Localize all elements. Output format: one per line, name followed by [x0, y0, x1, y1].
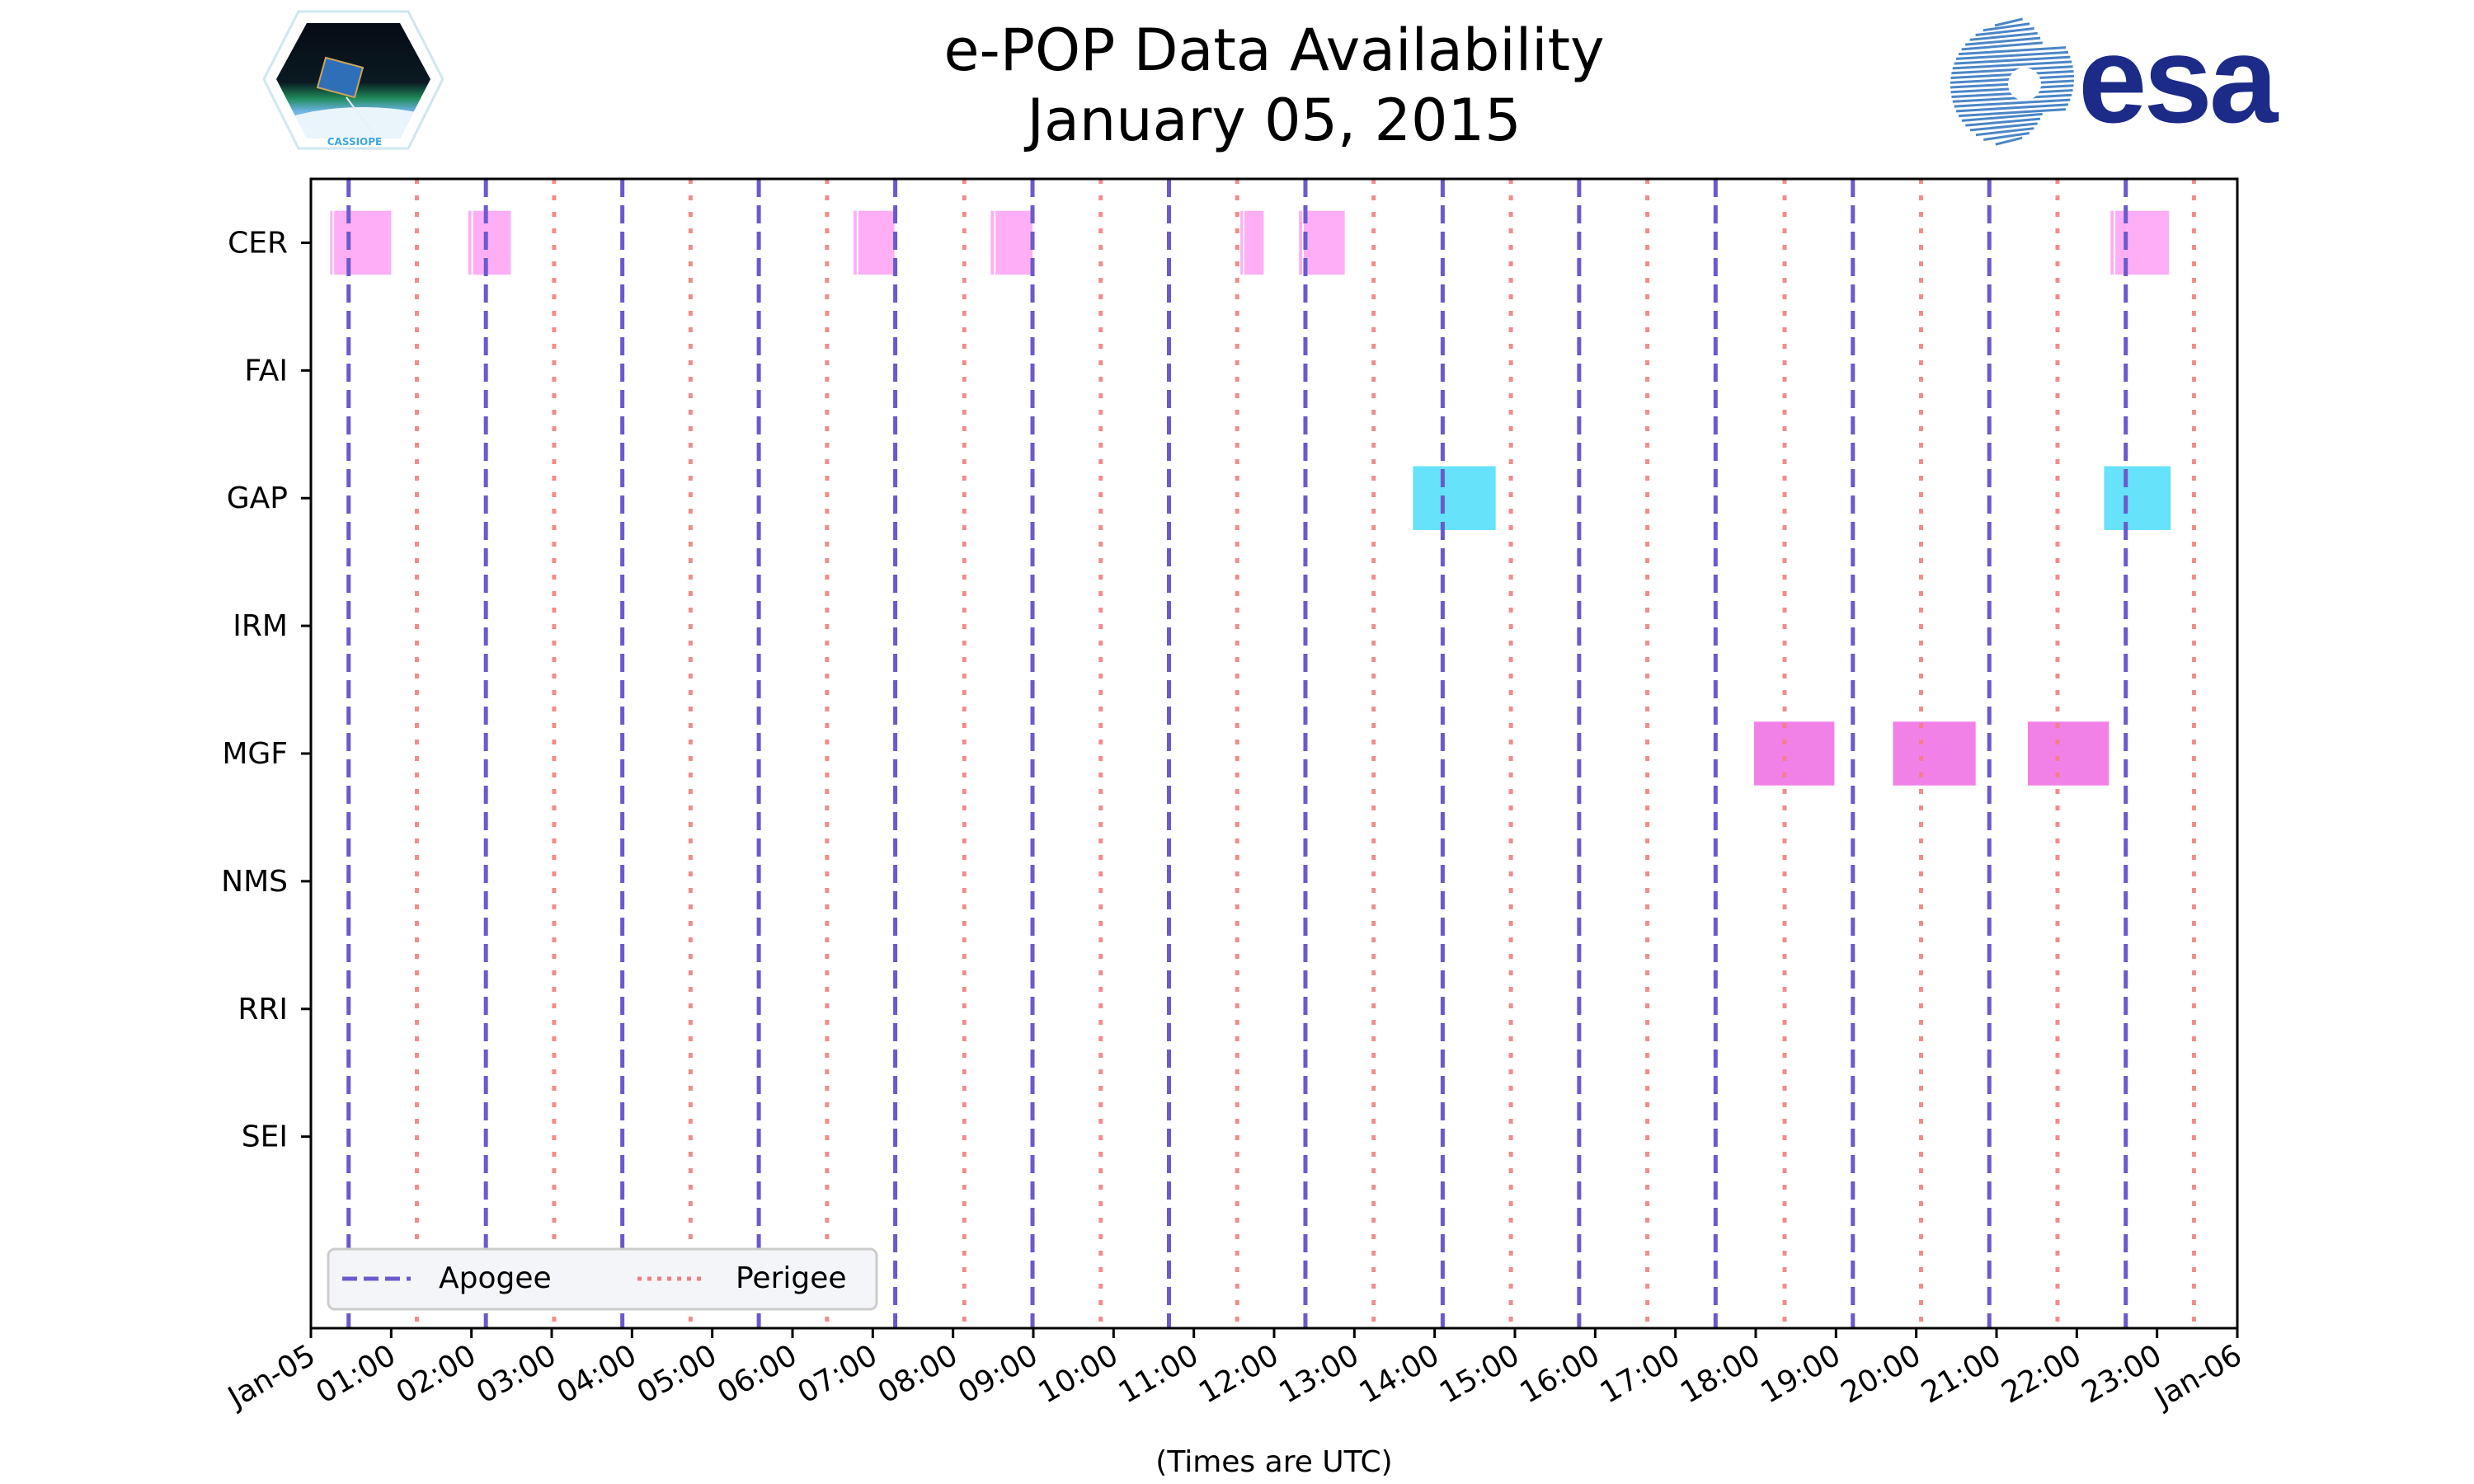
bar-cer-13	[2115, 210, 2170, 275]
y-tick-label-cer: CER	[228, 226, 288, 260]
x-tick-label-0: Jan-05	[221, 1338, 321, 1416]
x-tick-label-22: 22:00	[1996, 1338, 2086, 1410]
bar-cer-12	[2110, 210, 2114, 275]
bar-mgf-1	[1893, 721, 1976, 786]
esa-logo-text: esa	[2078, 10, 2279, 148]
chart-title-line1: e-POP Data Availability	[943, 16, 1604, 84]
x-tick-label-6: 06:00	[712, 1338, 802, 1410]
bar-cer-11	[1304, 210, 1345, 275]
x-tick-label-9: 09:00	[952, 1338, 1043, 1410]
bar-cer-1	[334, 210, 392, 275]
esa-stripe	[1965, 36, 2041, 46]
x-tick-label-2: 02:00	[391, 1338, 482, 1410]
y-tick-label-sei: SEI	[242, 1120, 288, 1154]
bar-cer-9	[1244, 210, 1264, 275]
x-tick-label-8: 08:00	[872, 1338, 963, 1410]
x-tick-label-17: 17:00	[1595, 1338, 1686, 1410]
chart-title-line2: January 05, 2015	[1023, 87, 1521, 154]
esa-stripe	[1982, 22, 2030, 32]
x-tick-label-12: 12:00	[1193, 1338, 1284, 1410]
esa-stripe	[1955, 50, 2069, 60]
esa-stripe	[1956, 103, 2068, 113]
satellite-icon	[316, 56, 376, 137]
bar-cer-7	[995, 210, 1033, 275]
x-tick-label-10: 10:00	[1032, 1338, 1123, 1410]
esa-stripe	[1958, 46, 2067, 56]
y-tick-label-nms: NMS	[221, 865, 288, 899]
y-tick-label-fai: FAI	[244, 354, 288, 387]
esa-stripe	[1961, 112, 2043, 122]
bar-cer-6	[990, 210, 995, 275]
bar-cer-8	[1240, 210, 1244, 275]
bar-cer-3	[473, 210, 511, 275]
bar-cer-10	[1299, 210, 1303, 275]
legend: Apogee Perigee	[327, 1247, 878, 1311]
cassiope-logo: CASSIOPE	[262, 10, 444, 150]
esa-stripe	[1969, 122, 2038, 132]
bar-cer-4	[853, 210, 857, 275]
x-tick-label-19: 19:00	[1755, 1338, 1846, 1410]
x-tick-label-13: 13:00	[1273, 1338, 1364, 1410]
y-tick-label-gap: GAP	[227, 481, 288, 515]
esa-stripe	[1951, 65, 2073, 75]
bar-gap-1	[2104, 466, 2171, 530]
x-tick-label-21: 21:00	[1916, 1338, 2006, 1410]
bar-cer-5	[858, 210, 895, 275]
esa-stripe	[1969, 31, 2038, 41]
x-axis-label: (Times are UTC)	[1155, 1445, 1392, 1479]
x-tick-label-23: 23:00	[2077, 1338, 2167, 1410]
esa-stripe	[1954, 98, 2071, 108]
x-tick-label-15: 15:00	[1434, 1338, 1525, 1410]
x-tick-label-16: 16:00	[1514, 1338, 1605, 1410]
legend-perigee-label: Perigee	[736, 1261, 847, 1295]
x-tick-label-14: 14:00	[1354, 1338, 1445, 1410]
esa-stripe	[1975, 127, 2034, 137]
esa-stripe	[1954, 55, 2071, 65]
esa-stripe	[1959, 108, 2066, 118]
esa-stripe	[1975, 27, 2034, 37]
x-tick-label-24: Jan-06	[2147, 1338, 2247, 1416]
y-tick-label-irm: IRM	[233, 609, 288, 643]
esa-stripe	[1995, 136, 2023, 146]
bar-mgf-0	[1754, 721, 1835, 786]
cassiope-logo-text: CASSIOPE	[327, 136, 383, 148]
x-tick-label-11: 11:00	[1113, 1338, 1204, 1410]
esa-stripe	[1994, 17, 2023, 27]
esa-stripe	[1983, 131, 2030, 141]
x-tick-label-3: 03:00	[471, 1338, 562, 1410]
bar-cer-0	[330, 210, 333, 275]
esa-stripe	[1961, 41, 2043, 51]
esa-stripe	[1952, 93, 2072, 103]
bar-gap-0	[1413, 466, 1496, 530]
x-tick-label-1: 01:00	[310, 1338, 401, 1410]
esa-stripe	[1952, 60, 2072, 70]
esa-stripe	[1965, 117, 2041, 127]
bar-cer-2	[468, 210, 472, 275]
legend-apogee-label: Apogee	[439, 1261, 552, 1295]
y-tick-label-mgf: MGF	[222, 737, 288, 771]
plot-frame	[309, 177, 2239, 1330]
x-tick-label-4: 04:00	[551, 1338, 642, 1410]
x-tick-label-5: 05:00	[632, 1338, 722, 1410]
x-tick-label-7: 07:00	[792, 1338, 882, 1410]
esa-logo: esa	[1950, 10, 2283, 148]
y-tick-label-rri: RRI	[238, 993, 288, 1026]
x-tick-label-18: 18:00	[1675, 1338, 1766, 1410]
bar-mgf-2	[2027, 721, 2109, 786]
x-tick-label-20: 20:00	[1836, 1338, 1926, 1410]
